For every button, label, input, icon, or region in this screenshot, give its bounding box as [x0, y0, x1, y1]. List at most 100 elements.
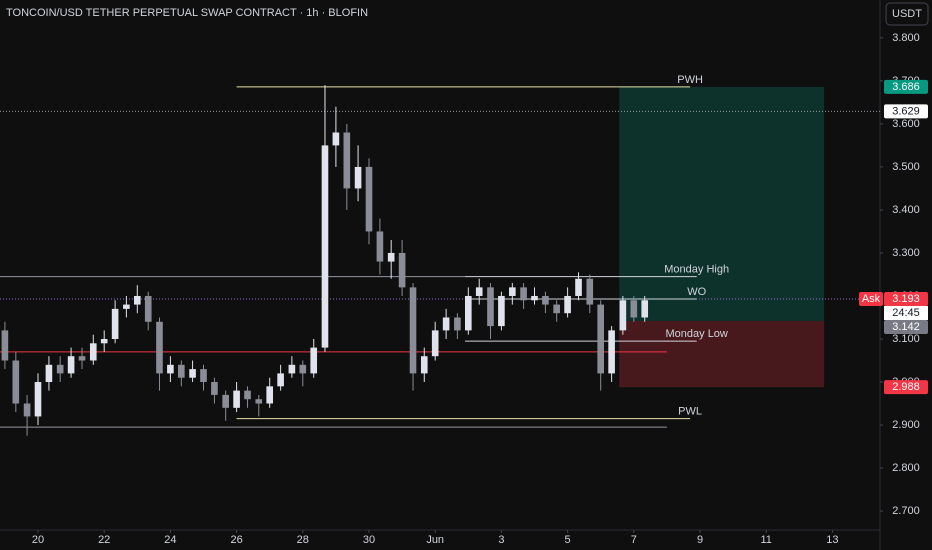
stop-price-label: 2.988 [892, 381, 920, 393]
candle-body [442, 317, 450, 331]
candle-body [509, 287, 516, 296]
candle-body [123, 304, 130, 309]
candle-body [343, 132, 351, 189]
y-tick-label: 3.300 [892, 247, 920, 259]
candle-body [520, 287, 527, 301]
ask-price-label-box [884, 291, 928, 306]
x-tick-label: 30 [363, 534, 375, 546]
candle-body [299, 364, 307, 374]
candle-body [487, 287, 494, 327]
candle-body [431, 330, 439, 357]
marker-price-label: 3.629 [892, 105, 920, 117]
candle-body [211, 382, 218, 395]
candle-body [12, 360, 20, 404]
target-price-label: 3.686 [892, 81, 920, 93]
y-tick-label: 3.800 [892, 32, 920, 44]
marker-price-label-box [884, 104, 928, 119]
entry-price-label: 3.142 [892, 321, 920, 333]
candle-body [597, 304, 605, 374]
level-label: Monday Low [666, 328, 728, 340]
candle-body [67, 356, 75, 374]
candle-body [475, 287, 483, 296]
x-tick-label: 22 [98, 534, 110, 546]
ask-label: Ask [862, 293, 881, 305]
candle-body [542, 295, 549, 305]
candle-body [498, 295, 505, 327]
candle-body [288, 364, 296, 374]
y-tick-label: 3.600 [892, 118, 920, 130]
candle-body [34, 382, 42, 417]
candle-body [233, 390, 240, 408]
profit-zone [619, 86, 825, 321]
x-tick-label: 11 [760, 534, 771, 546]
countdown: 24:45 [892, 307, 920, 319]
stop-price-label-box [884, 380, 928, 395]
y-tick-label: 3.400 [892, 204, 920, 216]
candle-body [310, 347, 318, 374]
x-tick-label: 26 [230, 534, 242, 546]
candle-body [376, 231, 384, 262]
level-label: WO [687, 286, 706, 298]
x-tick-label: Jun [426, 534, 444, 546]
countdown-box [884, 305, 928, 320]
candle-body [56, 364, 64, 374]
ask-tag [859, 291, 883, 306]
candle-body [454, 317, 461, 331]
target-price-label-box [884, 79, 928, 94]
candle-body [144, 295, 152, 322]
candle-body [277, 373, 284, 387]
candle-body [133, 295, 141, 305]
candle-body [100, 338, 108, 344]
x-tick-label: 28 [297, 534, 309, 546]
y-tick-label: 2.800 [892, 462, 920, 474]
candle-body [575, 278, 582, 296]
candle-body [167, 364, 174, 374]
candle-body [111, 308, 119, 339]
x-tick-label: 20 [32, 534, 44, 546]
candle-body [1, 330, 9, 361]
currency-label[interactable]: USDT [892, 8, 922, 20]
candle-body [222, 394, 229, 408]
x-tick-label: 3 [498, 534, 504, 546]
candle-body [78, 356, 86, 361]
level-label: Monday High [664, 264, 729, 276]
candle-body [266, 386, 274, 404]
level-label: PWL [678, 405, 702, 417]
y-tick-label: 2.900 [892, 419, 920, 431]
y-tick-label: 2.700 [892, 505, 920, 517]
candle-body [354, 166, 362, 189]
candle-body [420, 356, 428, 374]
entry-price-label-box [884, 319, 928, 334]
candle-body [89, 343, 97, 361]
candle-body [464, 295, 472, 331]
candle-body [189, 369, 196, 378]
candle-body [641, 300, 649, 318]
candle-body [156, 321, 163, 374]
ask-price-label: 3.193 [892, 293, 920, 305]
candle-body [630, 300, 638, 318]
x-tick-label: 13 [826, 534, 838, 546]
candle-body [244, 390, 251, 400]
candle-body [608, 330, 615, 374]
candle-body [45, 364, 53, 383]
chart-title: TONCOIN/USD TETHER PERPETUAL SWAP CONTRA… [6, 7, 368, 19]
candle-body [332, 132, 340, 146]
currency-button[interactable] [885, 2, 929, 26]
candle-body [200, 369, 207, 383]
candle-body [23, 403, 31, 417]
x-tick-label: 24 [164, 534, 176, 546]
candle-body [531, 295, 538, 301]
candle-body [398, 252, 406, 288]
candle-body [255, 399, 263, 404]
candle-body [387, 252, 395, 262]
x-tick-label: 7 [631, 534, 637, 546]
candle-body [409, 287, 417, 374]
candle-body [586, 278, 594, 305]
candle-body [365, 166, 373, 232]
loss-zone [619, 320, 825, 388]
y-tick-label: 3.100 [892, 333, 920, 345]
candle-body [178, 364, 185, 378]
candle-body [564, 295, 571, 314]
